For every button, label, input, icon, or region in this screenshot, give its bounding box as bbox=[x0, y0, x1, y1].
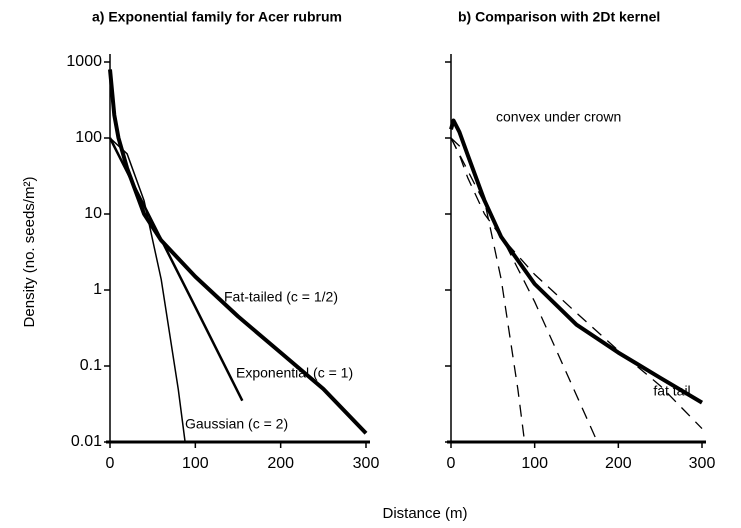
series-line bbox=[108, 137, 244, 402]
x-tick-label: 300 bbox=[353, 455, 380, 472]
x-tick-label: 100 bbox=[521, 455, 548, 472]
series-line bbox=[450, 137, 526, 443]
series-label: Exponential (c = 1) bbox=[236, 365, 353, 381]
y-tick-label: 100 bbox=[75, 129, 102, 146]
y-tick-label: 1 bbox=[93, 281, 102, 298]
chart-title: a) Exponential family for Acer rubrum bbox=[92, 9, 342, 25]
series-line bbox=[109, 137, 186, 443]
x-axis-label: Distance (m) bbox=[382, 505, 467, 522]
x-tick-label: 100 bbox=[182, 455, 209, 472]
y-axis-label: Density (no. seeds/m²) bbox=[21, 177, 38, 328]
series-label: Gaussian (c = 2) bbox=[185, 416, 288, 432]
series-line bbox=[449, 118, 704, 405]
series-label: Fat-tailed (c = 1/2) bbox=[224, 289, 338, 305]
y-tick-label: 10 bbox=[84, 205, 102, 222]
series-line bbox=[450, 137, 598, 443]
annotation: fat tail bbox=[653, 383, 690, 399]
annotation: convex under crown bbox=[496, 109, 621, 125]
x-tick-label: 300 bbox=[689, 455, 716, 472]
chart-title: b) Comparison with 2Dt kernel bbox=[458, 9, 660, 25]
y-tick-label: 0.1 bbox=[80, 357, 102, 374]
series-line bbox=[450, 137, 703, 430]
y-tick-label: 0.01 bbox=[71, 433, 102, 450]
x-tick-label: 0 bbox=[447, 455, 456, 472]
x-tick-label: 200 bbox=[267, 455, 294, 472]
x-tick-label: 0 bbox=[106, 455, 115, 472]
y-tick-label: 1000 bbox=[66, 53, 102, 70]
x-tick-label: 200 bbox=[605, 455, 632, 472]
